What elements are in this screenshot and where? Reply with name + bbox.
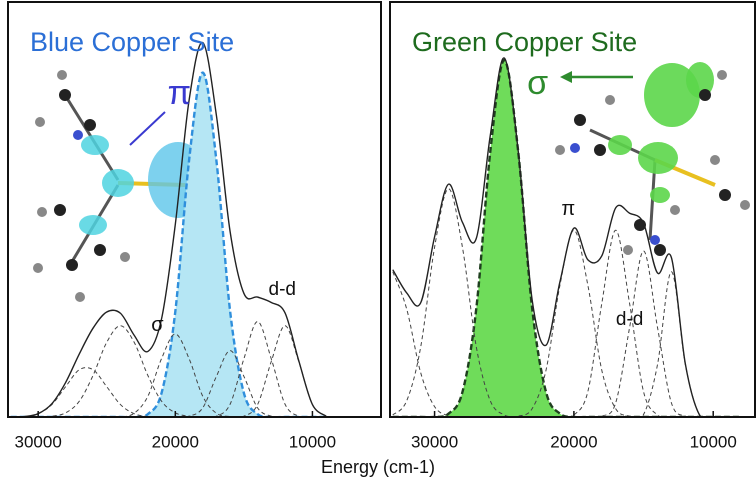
component-curve [393,272,741,419]
x-tick-label: 30000 [15,432,62,451]
panel-title: Green Copper Site [412,27,637,57]
component-curve [393,230,741,417]
x-tick-label: 20000 [152,432,199,451]
page: Energy (cm-1) 30000 20000 10000 Blue Copper… [0,0,756,481]
x-tick-label: 30000 [411,432,458,451]
component-curve [393,251,741,417]
annotation: σ [151,314,164,336]
annotation: π [561,198,575,220]
green-site-molecule [555,62,750,256]
annotation: π [168,74,191,112]
figure: Energy (cm-1) 30000 20000 10000 Blue Copper… [0,0,756,481]
x-axis-label: Energy (cm-1) [321,457,435,477]
annotation: d-d [269,279,296,300]
component-curve [393,272,741,417]
panel-title: Blue Copper Site [30,27,234,57]
x-tick-label: 10000 [690,432,737,451]
annotation: d-d [616,309,643,330]
component-curve [393,230,741,417]
x-tick-label: 10000 [289,432,336,451]
annotation: σ [527,64,548,102]
component-curve [11,73,326,418]
x-tick-label: 20000 [550,432,597,451]
